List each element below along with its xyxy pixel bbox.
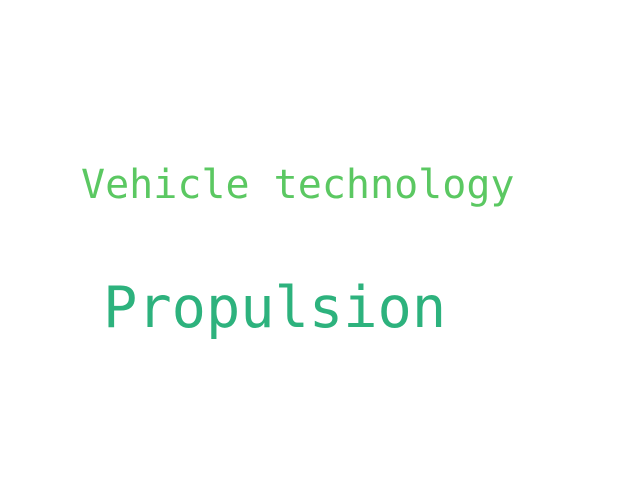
word-vehicle-technology: Vehicle technology	[81, 162, 515, 208]
word-propulsion: Propulsion	[103, 275, 447, 341]
